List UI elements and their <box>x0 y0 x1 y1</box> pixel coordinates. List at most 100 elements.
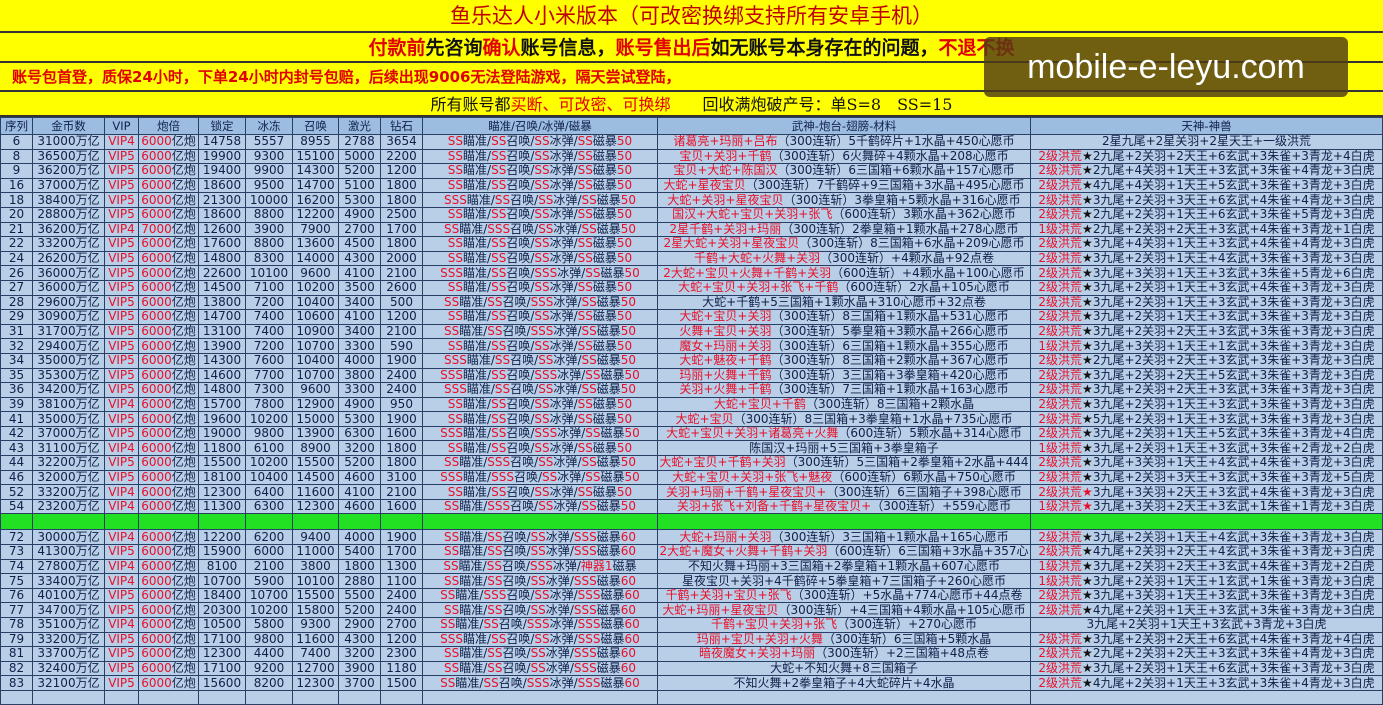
honghuang-level: 2级洪荒 <box>1038 163 1083 178</box>
table-row[interactable]: 22 33200万亿 VIP5 6000亿炮 17600 8800 13600 4500 180… <box>0 236 1383 252</box>
skill-level: SS <box>491 632 507 646</box>
skill-level: SS <box>443 573 460 588</box>
skill-name: 磁暴 <box>600 675 625 690</box>
table-row[interactable]: 72 30000万亿 VIP4 6000亿炮 12200 6200 9400 4000 1900… <box>0 529 1383 546</box>
freeze-cell: 7800 <box>245 396 293 413</box>
skill-level: SS <box>530 646 546 661</box>
star-icon: ★ <box>1082 588 1093 603</box>
table-row[interactable]: 21 36200万亿 VIP4 7000亿炮 12600 3900 7900 2700 1700… <box>0 221 1383 238</box>
wushen-cell: 大蛇+宝贝+关羽+诸葛亮+火舞（600连斩）5颗水晶+314心愿币 <box>657 425 1031 442</box>
table-row[interactable]: 78 35100万亿 VIP4 6000亿炮 10500 5800 9300 2900 2700… <box>0 617 1383 633</box>
summon-cell: 10100 <box>292 573 339 589</box>
skill-level: SSS <box>440 368 464 382</box>
skill-level: SS <box>491 411 507 426</box>
laser-cell: 3200 <box>338 440 381 457</box>
freeze-value: 5800 <box>253 617 285 632</box>
table-row[interactable]: 81 33700万亿 VIP5 6000亿炮 12300 4400 7400 3200 2300… <box>0 646 1383 662</box>
tianshen-beasts: 3九尾+2关羽+2天王+3玄武+3朱雀+3青龙+3白虎 <box>1092 324 1375 339</box>
table-row[interactable]: 44 32200万亿 VIP5 6000亿炮 15500 10200 15500 5200 18… <box>0 455 1383 471</box>
table-row[interactable]: 32 29400万亿 VIP5 6000亿炮 13900 7200 10700 3300 590… <box>0 338 1383 354</box>
diamond-cell: 2700 <box>380 617 423 633</box>
gold-cell: 35000万亿 <box>32 411 105 427</box>
vip-cell: VIP4 <box>104 440 139 457</box>
gold-value: 33200万亿 <box>37 484 100 499</box>
table-row[interactable]: 43 31100万亿 VIP4 6000亿炮 11800 6100 8900 3200 1800… <box>0 440 1383 457</box>
serial-cell: 9 <box>0 163 33 179</box>
vip-value: VIP5 <box>108 455 135 470</box>
summon-value: 11600 <box>296 484 335 499</box>
skill-number: 50 <box>624 470 640 484</box>
skill-level: SSS <box>443 353 467 368</box>
wushen-materials: （300连斩）5拳皇箱+3颗水晶+266心愿币 <box>771 324 1009 339</box>
table-row[interactable]: 6 31000万亿 VIP4 6000亿炮 14758 5557 8955 2788 3654 S… <box>0 134 1383 150</box>
table-row[interactable]: 42 37000万亿 VIP5 6000亿炮 19000 9800 13900 6300 160… <box>0 425 1383 442</box>
table-row[interactable]: 24 26200万亿 VIP5 6000亿炮 14800 8300 14000 4300 200… <box>0 250 1383 267</box>
table-row[interactable]: 73 41300万亿 VIP5 6000亿炮 15900 6000 11000 5400 170… <box>0 544 1383 560</box>
skill-level: SSS <box>577 617 601 632</box>
table-row[interactable]: 18 38400万亿 VIP5 6000亿炮 21300 10000 16200 5300 18… <box>0 192 1383 208</box>
table-row[interactable]: 77 34700万亿 VIP5 6000亿炮 20300 10200 15800 5200 24… <box>0 602 1383 618</box>
cannon-value: 6000 <box>141 632 172 646</box>
table-row[interactable]: 27 36000万亿 VIP5 6000亿炮 14500 7100 10200 3500 260… <box>0 279 1383 296</box>
skill-level: SS <box>534 178 550 193</box>
serial-value: 20 <box>8 207 25 222</box>
summon-cell: 15500 <box>292 455 339 471</box>
gold-value: 37000万亿 <box>37 178 100 193</box>
summon-value: 8900 <box>300 440 331 455</box>
skill-level: SS <box>530 661 546 676</box>
table-row[interactable]: 39 38100万亿 VIP4 6000亿炮 15700 7800 12900 4900 950… <box>0 396 1383 413</box>
gold-cell: 28800万亿 <box>32 206 105 223</box>
table-row[interactable]: 82 32400万亿 VIP5 6000亿炮 17100 9200 12700 3900 118… <box>0 660 1383 677</box>
honghuang-level: 2级洪荒 <box>1038 280 1083 295</box>
summon-value: 12300 <box>296 499 335 514</box>
table-row[interactable]: 29 30900万亿 VIP5 6000亿炮 14700 7400 10600 4100 120… <box>0 309 1383 325</box>
cannon-unit: 亿炮 <box>171 499 196 514</box>
skill-level: SS <box>530 602 546 617</box>
skill-name: 召唤 <box>510 382 535 397</box>
tianshen-cell: 2级洪荒★3九尾+3关羽+1天王+4玄武+4朱雀+3青龙+3白虎 <box>1030 455 1383 471</box>
table-row[interactable]: 41 35000万亿 VIP5 6000亿炮 19600 10200 15000 5300 19… <box>0 411 1383 427</box>
tianshen-value: 3九尾+2关羽+1天王+3玄武+3青龙+3白虎 <box>1086 617 1327 632</box>
table-row[interactable]: 75 33400万亿 VIP4 6000亿炮 10700 5900 10100 2880 110… <box>0 573 1383 589</box>
skill-name: 冰弹 <box>553 192 578 207</box>
star-icon: ★ <box>1082 338 1093 353</box>
lock-value: 15600 <box>202 675 242 690</box>
skill-name: 召唤 <box>498 675 523 690</box>
table-row[interactable]: 83 32100万亿 VIP5 6000亿炮 15600 8200 12300 3700 150… <box>0 675 1383 691</box>
table-row[interactable]: 74 27800万亿 VIP4 6000亿炮 8100 2100 3800 1800 1300 S… <box>0 558 1383 575</box>
table-row[interactable]: 79 33200万亿 VIP5 6000亿炮 17100 9800 11600 4300 120… <box>0 631 1383 648</box>
separator-cell <box>292 513 339 531</box>
wushen-cell: 陈国汉+玛丽+5三国箱+3拳皇箱子 <box>657 440 1031 457</box>
table-row[interactable]: 46 32000万亿 VIP5 6000亿炮 18100 10400 14500 4600 31… <box>0 469 1383 486</box>
diamond-value: 2400 <box>386 602 417 617</box>
table-row[interactable]: 26 36000万亿 VIP5 6000亿炮 22600 10100 9600 4100 210… <box>0 265 1383 281</box>
skill-level: SSS <box>573 544 597 559</box>
table-row[interactable]: 36 34200万亿 VIP5 6000亿炮 14800 7300 9600 3300 2400… <box>0 382 1383 398</box>
honghuang-level: 2级洪荒 <box>1038 484 1083 499</box>
vip-value: VIP5 <box>108 338 135 353</box>
table-row[interactable]: 76 40100万亿 VIP5 6000亿炮 18400 10700 15500 5500 24… <box>0 587 1383 604</box>
table-row[interactable]: 28 29600万亿 VIP5 6000亿炮 13800 7200 10400 3400 500… <box>0 294 1383 311</box>
skill-name: 瞄准 <box>463 265 488 280</box>
gold-value: 41300万亿 <box>37 544 100 559</box>
vip-cell: VIP5 <box>104 148 139 165</box>
table-row[interactable]: 35 35300万亿 VIP5 6000亿炮 14600 7700 10700 3800 240… <box>0 367 1383 384</box>
skill-name: 冰弹 <box>545 529 570 544</box>
diamond-value: 1600 <box>386 426 417 441</box>
skill-level: SSS <box>487 499 511 514</box>
table-row[interactable]: 9 36200万亿 VIP5 6000亿炮 19400 9900 14300 5200 1200… <box>0 163 1383 179</box>
table-row[interactable]: 52 33200万亿 VIP4 6000亿炮 12300 6400 11600 4100 210… <box>0 484 1383 500</box>
table-row[interactable]: 54 23200万亿 VIP4 6000亿炮 11300 6300 12300 4600 160… <box>0 498 1383 515</box>
table-row[interactable]: 34 35000万亿 VIP5 6000亿炮 14300 7600 10400 4000 190… <box>0 352 1383 369</box>
table-row[interactable]: 31 31700万亿 VIP5 6000亿炮 13100 7400 10900 3400 210… <box>0 323 1383 340</box>
table-row[interactable]: 20 28800万亿 VIP5 6000亿炮 18600 8800 12200 4900 250… <box>0 206 1383 223</box>
skill-name: 磁暴 <box>596 602 621 617</box>
summon-cell: 9600 <box>292 265 339 281</box>
skill-name: 瞄准 <box>463 178 488 193</box>
serial-cell: 73 <box>0 544 33 560</box>
freeze-cell: 7200 <box>245 294 293 311</box>
table-row[interactable]: 8 36500万亿 VIP5 6000亿炮 19900 9300 15100 5000 2200… <box>0 148 1383 165</box>
freeze-value: 7200 <box>253 338 285 353</box>
laser-value: 5300 <box>344 192 375 207</box>
table-row[interactable]: 16 37000万亿 VIP5 6000亿炮 18600 9500 14700 5100 180… <box>0 177 1383 194</box>
